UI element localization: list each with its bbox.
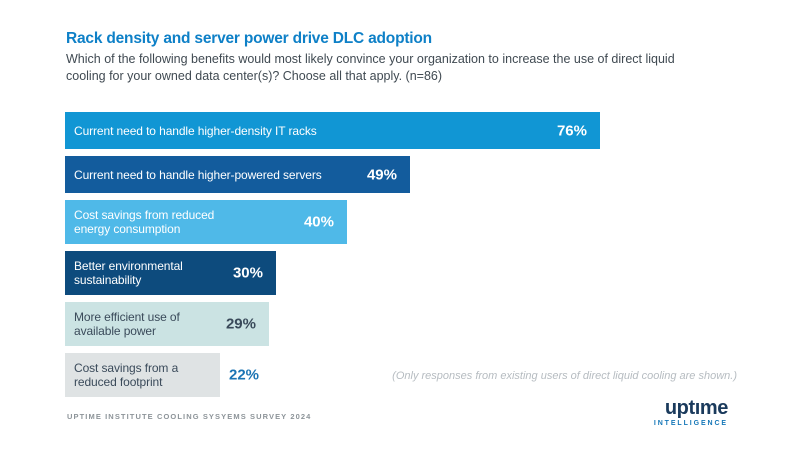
bar-label: Current need to handle higher-density IT… — [74, 123, 317, 138]
bar-row: Cost savings from reduced energy consump… — [65, 200, 600, 244]
bar-segment: Current need to handle higher-powered se… — [65, 156, 410, 193]
bar-segment: Cost savings from reduced energy consump… — [65, 200, 347, 244]
bar-label: Better environmental sustainability — [74, 259, 183, 287]
bar-row: Better environmental sustainability 30% — [65, 251, 600, 295]
logo-wordmark: uptıme — [664, 397, 729, 419]
bar-segment: Better environmental sustainability 30% — [65, 251, 276, 295]
bar-value: 30% — [232, 264, 263, 282]
bar-label: Current need to handle higher-powered se… — [74, 167, 322, 182]
bar-row: More efficient use of available power 29% — [65, 302, 600, 346]
logo-subbrand: INTELLIGENCE — [653, 420, 728, 427]
bar-row: Current need to handle higher-powered se… — [65, 156, 600, 193]
bar-value: 22% — [229, 366, 260, 384]
bar-label: More efficient use of available power — [74, 310, 180, 338]
source-line: UPTIME INSTITUTE COOLING SYSYEMS SURVEY … — [67, 412, 312, 421]
bar-value: 29% — [225, 315, 256, 333]
bar-segment: Cost savings from a reduced footprint 22% — [65, 353, 259, 397]
bar-row: Cost savings from a reduced footprint 22% — [65, 353, 600, 397]
chart-title: Rack density and server power drive DLC … — [66, 30, 432, 47]
bar-value: 40% — [303, 213, 334, 231]
bar-row: Current need to handle higher-density IT… — [65, 112, 600, 149]
chart-subtitle: Which of the following benefits would mo… — [66, 52, 675, 83]
chart-footnote: (Only responses from existing users of d… — [392, 370, 737, 382]
bar-value: 76% — [556, 122, 587, 139]
bar-chart: Current need to handle higher-density IT… — [65, 112, 600, 404]
bar-label: Cost savings from reduced energy consump… — [74, 208, 215, 236]
bar-value: 49% — [366, 166, 397, 183]
bar-label: Cost savings from a reduced footprint — [74, 361, 179, 389]
bar-segment: Current need to handle higher-density IT… — [65, 112, 600, 149]
bar-segment: More efficient use of available power 29% — [65, 302, 269, 346]
uptime-intelligence-logo: uptıme INTELLIGENCE — [653, 397, 729, 427]
